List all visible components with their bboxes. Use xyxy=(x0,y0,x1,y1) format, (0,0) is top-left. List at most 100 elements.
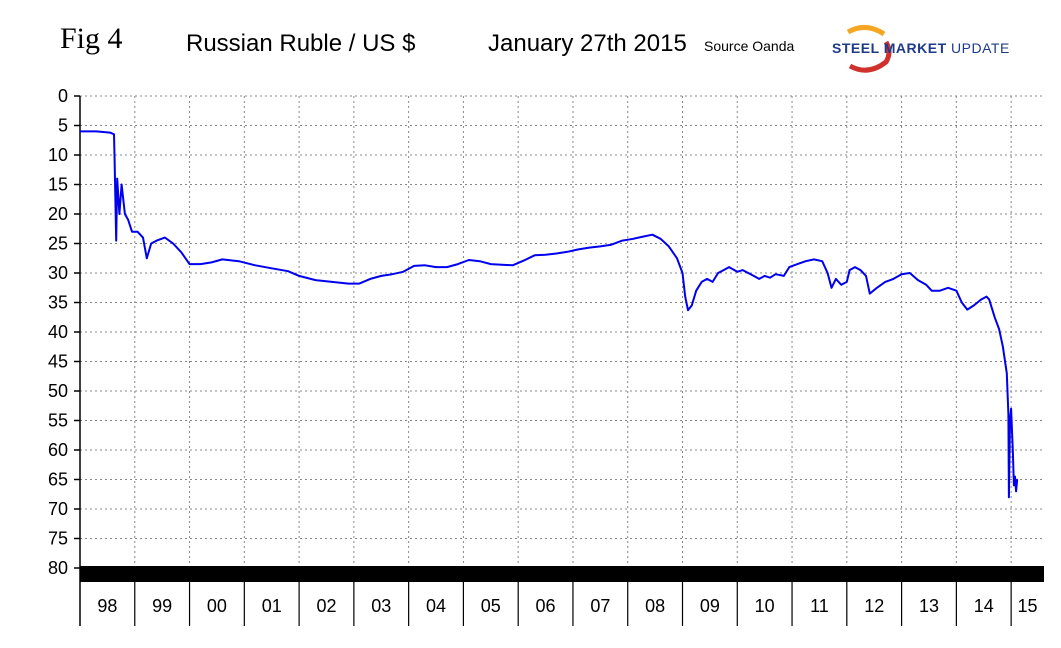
series-point xyxy=(118,213,121,215)
series-point xyxy=(254,264,257,267)
series-point xyxy=(468,259,470,261)
series-point xyxy=(331,281,333,283)
series-point xyxy=(95,130,98,133)
series-point xyxy=(848,269,851,271)
y-tick-label: 75 xyxy=(48,529,68,549)
series-point xyxy=(199,263,202,265)
series-point xyxy=(511,264,514,267)
series-point xyxy=(695,289,697,292)
series-point xyxy=(821,260,823,263)
series-point xyxy=(424,264,426,267)
series-point xyxy=(210,261,213,264)
series-point xyxy=(150,242,152,245)
series-point xyxy=(113,133,115,136)
series-point xyxy=(610,243,613,246)
y-tick-label: 10 xyxy=(48,145,68,165)
x-tick-label: 07 xyxy=(590,596,610,616)
series-point xyxy=(884,281,886,283)
series-point xyxy=(717,272,719,274)
series-point xyxy=(457,263,459,265)
series-point xyxy=(1008,496,1010,499)
series-point xyxy=(172,242,174,245)
series-point xyxy=(846,281,848,283)
x-tick-label: 12 xyxy=(864,596,884,616)
series-point xyxy=(298,275,300,277)
series-point xyxy=(706,278,708,280)
series-point xyxy=(566,251,569,253)
y-tick-label: 40 xyxy=(48,322,68,342)
series-point xyxy=(676,257,678,260)
series-point xyxy=(544,253,547,256)
series-point xyxy=(1010,407,1012,410)
series-point xyxy=(747,272,749,274)
series-point xyxy=(238,260,240,263)
series-point xyxy=(752,275,755,277)
y-tick-label: 30 xyxy=(48,263,68,283)
series-point xyxy=(988,298,990,301)
x-tick-label: 08 xyxy=(645,596,665,616)
series-point xyxy=(835,278,837,280)
series-point xyxy=(659,238,662,240)
y-tick-label: 55 xyxy=(48,411,68,431)
x-axis-band xyxy=(80,566,1044,582)
series-point xyxy=(813,258,815,261)
series-point xyxy=(900,273,903,276)
series-point xyxy=(1015,490,1017,493)
series-point xyxy=(314,279,317,281)
series-point xyxy=(490,263,492,265)
y-tick-label: 20 xyxy=(48,204,68,224)
series-point xyxy=(774,273,777,276)
series-point xyxy=(826,272,829,274)
y-tick-label: 65 xyxy=(48,470,68,490)
series-point xyxy=(930,289,933,292)
series-point xyxy=(955,289,958,292)
series-point xyxy=(961,301,963,304)
series-point xyxy=(763,275,766,277)
y-tick-label: 15 xyxy=(48,175,68,195)
x-tick-label: 99 xyxy=(152,596,172,616)
series-point xyxy=(599,245,602,248)
series-point xyxy=(917,279,919,281)
series-point xyxy=(127,219,129,221)
series-point xyxy=(555,252,558,255)
series-point xyxy=(136,230,139,233)
y-tick-label: 80 xyxy=(48,558,68,578)
series-point xyxy=(830,287,833,289)
series-point xyxy=(435,266,437,268)
series-point xyxy=(1002,346,1004,348)
series-point xyxy=(681,272,684,274)
series-point xyxy=(736,271,739,273)
y-tick-label: 25 xyxy=(48,234,68,254)
series-point xyxy=(287,270,289,273)
series-point xyxy=(865,275,867,277)
x-tick-label: 09 xyxy=(700,596,720,616)
series-point xyxy=(840,284,843,286)
series-point xyxy=(391,273,394,276)
x-tick-label: 03 xyxy=(371,596,391,616)
series-point xyxy=(783,275,785,277)
series-point xyxy=(188,263,191,265)
x-tick-label: 05 xyxy=(481,596,501,616)
series-point xyxy=(939,289,941,292)
figure-number: Fig 4 xyxy=(60,22,123,55)
series-point xyxy=(741,269,744,271)
series-point xyxy=(164,236,166,239)
series-point xyxy=(728,266,730,268)
series-point xyxy=(711,281,714,283)
series-point xyxy=(892,278,895,280)
x-tick-label: 01 xyxy=(262,596,282,616)
x-tick-label: 14 xyxy=(974,596,994,616)
series-point xyxy=(79,130,81,133)
series-point xyxy=(369,278,372,280)
series-point xyxy=(358,282,361,285)
series-point xyxy=(446,266,448,268)
x-axis-ticks: 98 99 00 01 02 03 04 05 06 07 08 09 10 11 12 13 14 15 xyxy=(97,582,1038,626)
x-tick-label: 15 xyxy=(1018,596,1038,616)
x-tick-label: 06 xyxy=(536,596,556,616)
series-point xyxy=(758,278,760,280)
series-point xyxy=(876,287,878,289)
series-point xyxy=(142,236,144,239)
series-point xyxy=(413,265,415,267)
x-tick-label: 10 xyxy=(755,596,775,616)
